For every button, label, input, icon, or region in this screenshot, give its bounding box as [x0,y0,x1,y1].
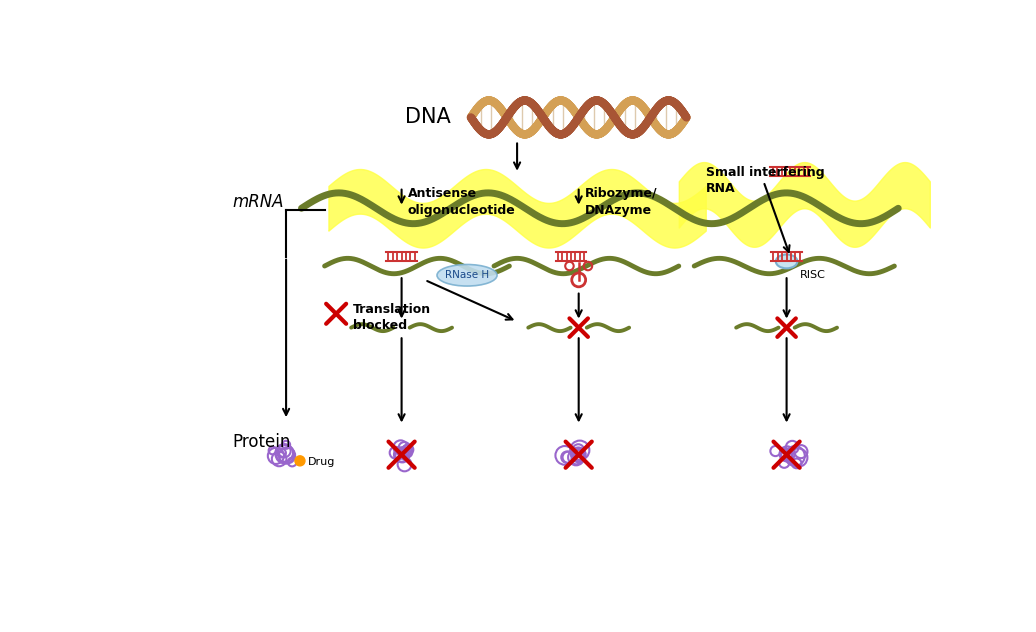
Circle shape [295,456,305,466]
Text: RISC: RISC [800,270,826,280]
Text: Small interfering
RNA: Small interfering RNA [706,166,825,195]
Ellipse shape [776,255,798,269]
Text: mRNA: mRNA [232,193,284,211]
Text: Drug: Drug [308,458,335,468]
Text: RNase H: RNase H [445,270,489,280]
Ellipse shape [437,264,497,286]
Text: Protein: Protein [232,433,290,451]
Text: DNA: DNA [405,107,452,128]
Text: Translation
blocked: Translation blocked [353,303,431,332]
Text: Ribozyme/
DNAzyme: Ribozyme/ DNAzyme [585,188,658,217]
Text: Antisense
oligonucleotide: Antisense oligonucleotide [408,188,516,217]
